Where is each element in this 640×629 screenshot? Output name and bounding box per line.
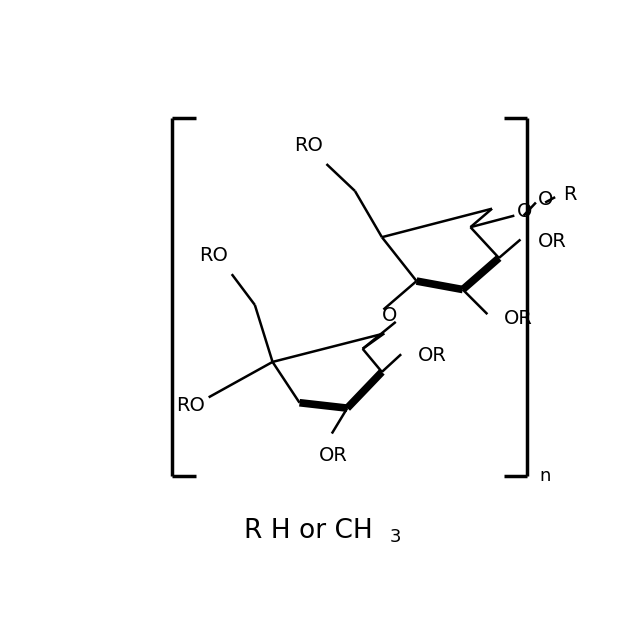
Text: O: O: [382, 306, 397, 325]
Text: O: O: [516, 203, 532, 221]
Text: R: R: [563, 186, 577, 204]
Text: O: O: [538, 190, 554, 209]
Text: OR: OR: [538, 231, 566, 250]
Text: RO: RO: [176, 396, 205, 415]
Text: RO: RO: [294, 136, 323, 155]
Text: n: n: [539, 467, 550, 484]
Text: 3: 3: [390, 528, 401, 546]
Text: OR: OR: [418, 346, 447, 365]
Text: OR: OR: [504, 309, 533, 328]
Text: OR: OR: [319, 446, 348, 465]
Text: RO: RO: [199, 246, 228, 265]
Text: R H or CH: R H or CH: [244, 518, 373, 544]
